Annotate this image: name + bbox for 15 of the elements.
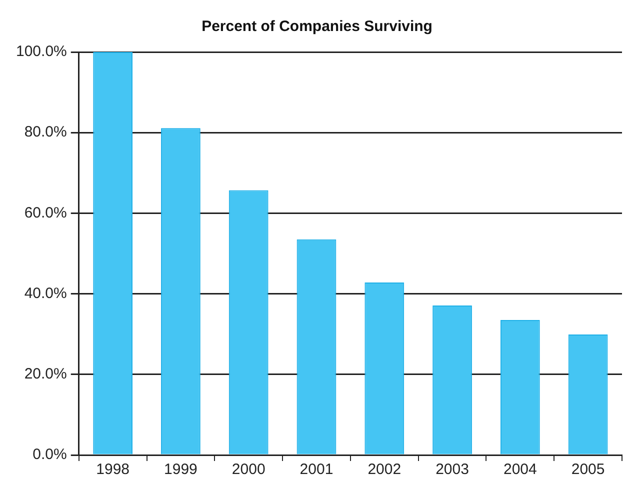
x-tick-label: 2004 [503, 461, 537, 478]
x-tick-label: 2001 [300, 461, 334, 478]
y-tick-label: 80.0% [24, 124, 67, 141]
x-tick-label: 2000 [232, 461, 266, 478]
y-tick-label: 100.0% [16, 43, 67, 60]
y-tick-label: 20.0% [24, 366, 67, 383]
x-tick-label: 2005 [571, 461, 605, 478]
x-tick-label: 1999 [164, 461, 198, 478]
x-tick-label: 2002 [368, 461, 402, 478]
x-tick-label: 1998 [96, 461, 130, 478]
x-tick-label: 2003 [436, 461, 469, 478]
y-tick-label: 40.0% [24, 284, 67, 302]
y-tick-label: 60.0% [24, 204, 67, 222]
y-tick-label: 0.0% [32, 446, 67, 464]
chart-title: Percent of Companies Surviving [202, 18, 432, 36]
